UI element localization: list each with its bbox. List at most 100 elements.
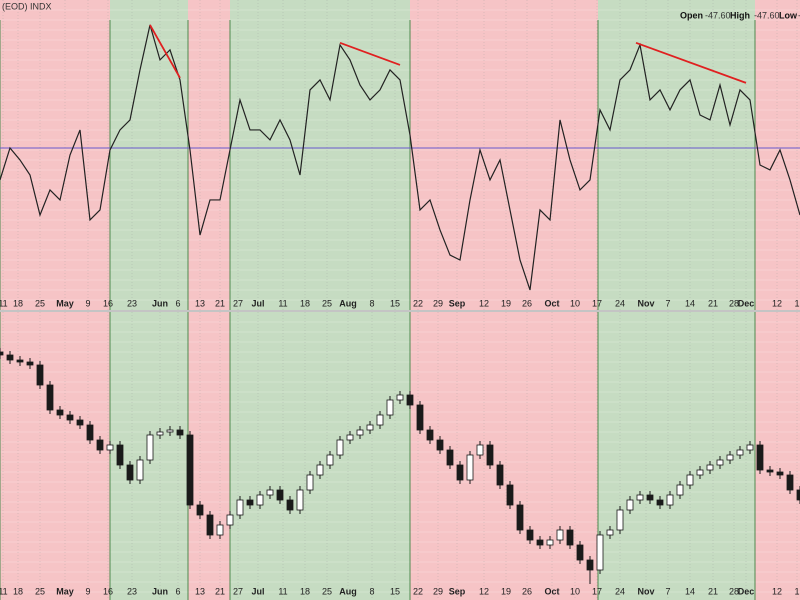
candle-body: [26, 361, 34, 366]
candle-body: [496, 464, 504, 486]
x-tick-label: 13: [195, 298, 205, 308]
region: [0, 0, 110, 310]
x-tick-label: 17: [592, 586, 602, 596]
candle-body: [706, 464, 714, 471]
candle-body: [146, 434, 154, 461]
candle-body: [346, 434, 354, 441]
x-tick-label: 14: [685, 586, 695, 596]
x-tick-label: 21: [215, 298, 225, 308]
x-tick-label: 22: [413, 298, 423, 308]
candle-body: [626, 499, 634, 511]
candle-body: [416, 404, 424, 431]
candle-body: [636, 494, 644, 501]
x-tick-label: 11: [0, 586, 8, 596]
candle-body: [776, 471, 784, 476]
candle-body: [166, 429, 174, 433]
candle-body: [666, 494, 674, 506]
region: [0, 312, 110, 600]
x-tick-label: 29: [433, 298, 443, 308]
candle-body: [486, 444, 494, 466]
x-tick-label: 1: [794, 298, 799, 308]
region: [110, 0, 188, 310]
candle-body: [126, 464, 134, 481]
x-tick-label: 7: [665, 298, 670, 308]
candle-body: [136, 459, 144, 481]
candle-body: [576, 544, 584, 561]
candle-body: [736, 449, 744, 456]
candle-body: [686, 474, 694, 486]
x-tick-label: 7: [665, 586, 670, 596]
candle-body: [726, 454, 734, 461]
x-tick-label: Jul: [251, 298, 264, 308]
x-tick-label: 25: [35, 586, 45, 596]
candle-body: [646, 494, 654, 501]
candle-body: [266, 489, 274, 496]
candle-body: [96, 439, 104, 451]
x-tick-label: 21: [708, 586, 718, 596]
candle-body: [656, 499, 664, 506]
candle-body: [116, 444, 124, 466]
trendline: [635, 41, 747, 84]
candle-body: [566, 529, 574, 546]
trendline: [339, 41, 401, 66]
x-tick-label: 12: [479, 298, 489, 308]
x-tick-label: 18: [300, 586, 310, 596]
candle-body: [446, 449, 454, 466]
x-tick-label: 16: [103, 586, 113, 596]
candle-body: [56, 409, 64, 416]
x-tick-label: 9: [85, 586, 90, 596]
quote-value: -47.60: [754, 10, 780, 20]
candle-body: [756, 444, 764, 471]
x-tick-label: 25: [322, 298, 332, 308]
x-tick-label: 27: [233, 298, 243, 308]
candle-body: [716, 459, 724, 466]
x-tick-label: 28: [729, 298, 739, 308]
candle-body: [36, 364, 44, 386]
x-tick-label: 6: [175, 586, 180, 596]
candle-body: [66, 414, 74, 421]
x-tick-label: 10: [570, 298, 580, 308]
x-tick-label: 23: [127, 298, 137, 308]
candle-body: [536, 539, 544, 546]
x-tick-label: 12: [772, 586, 782, 596]
candle-body: [306, 474, 314, 491]
candle-body: [186, 434, 194, 506]
x-tick-label: May: [56, 586, 74, 596]
candle-body: [0, 351, 4, 356]
candle-body: [206, 514, 214, 536]
candle-body: [76, 419, 84, 426]
candle-body: [556, 529, 564, 541]
x-tick-label: Aug: [339, 298, 357, 308]
x-tick-label: Dec: [738, 298, 755, 308]
x-tick-label: 25: [35, 298, 45, 308]
region: [410, 312, 598, 600]
region: [230, 312, 410, 600]
candle-body: [396, 394, 404, 401]
candle-body: [456, 464, 464, 481]
x-tick-label: 11: [278, 298, 287, 308]
x-tick-label: 15: [390, 586, 400, 596]
x-tick-label: 6: [175, 298, 180, 308]
candle-body: [786, 474, 794, 491]
x-tick-label: May: [56, 298, 74, 308]
candle-body: [676, 484, 684, 496]
x-tick-label: 15: [390, 298, 400, 308]
x-tick-label: 10: [570, 586, 580, 596]
candle-body: [46, 384, 54, 411]
candle-body: [406, 394, 414, 406]
candle-body: [236, 499, 244, 516]
x-tick-label: 28: [729, 586, 739, 596]
candle-body: [256, 494, 264, 506]
mark-layer: 11 18 25 May 9 16 23 Jun 6 13 21 27 Jul 11 18 25 Aug 8 15 2…: [0, 24, 800, 596]
quote-value: -47.60: [705, 10, 731, 20]
x-tick-label: Dec: [738, 586, 755, 596]
x-tick-label: 17: [592, 298, 602, 308]
candle-body: [246, 499, 254, 506]
candle-body: [326, 454, 334, 466]
x-tick-label: 29: [433, 586, 443, 596]
x-tick-label: 24: [615, 586, 625, 596]
region: [230, 0, 410, 310]
x-tick-label: 12: [772, 298, 782, 308]
